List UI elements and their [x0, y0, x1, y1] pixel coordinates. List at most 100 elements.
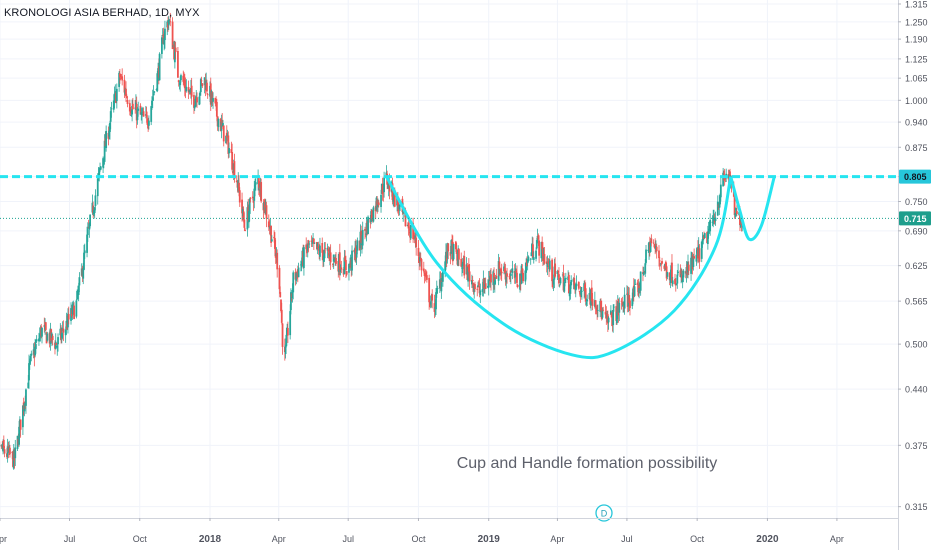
candle-body — [474, 284, 476, 289]
candle-body — [437, 288, 439, 289]
candle-body — [228, 148, 230, 153]
price-tick-label: 1.250 — [905, 17, 928, 27]
candle-body — [447, 243, 449, 251]
candle-body — [79, 277, 81, 285]
candle-body — [132, 104, 134, 109]
price-tick-label: 1.190 — [905, 35, 928, 45]
event-marker-label: D — [601, 509, 608, 519]
candle-body — [565, 278, 567, 279]
candle-body — [570, 280, 572, 285]
candle-body — [298, 268, 300, 278]
time-tick-label: Oct — [133, 534, 148, 544]
badge-label: 0.715 — [904, 214, 927, 224]
candle-body — [533, 257, 535, 260]
candle-body — [672, 280, 674, 284]
candle-body — [4, 449, 6, 453]
candle-body — [287, 328, 289, 335]
price-tick-label: 0.750 — [905, 197, 928, 207]
candle-body — [255, 182, 257, 184]
candle-body — [346, 271, 348, 275]
candle-body — [613, 307, 615, 308]
candle-body — [243, 220, 245, 228]
candle-body — [41, 328, 43, 337]
candle-body — [578, 282, 580, 289]
candle-body — [191, 86, 193, 97]
time-tick-label: Oct — [411, 534, 426, 544]
candle-body — [602, 310, 604, 311]
candle-body — [661, 261, 663, 264]
candle-body — [196, 97, 198, 102]
grid-lines — [0, 0, 898, 518]
resistance-price-badge: 0.805 — [899, 170, 931, 184]
candle-body — [704, 233, 706, 238]
candle-body — [148, 121, 150, 126]
price-tick-label: 1.125 — [905, 54, 928, 64]
candle-body — [677, 272, 679, 273]
candle-body — [666, 272, 668, 277]
candle-body — [45, 322, 47, 330]
candle-body — [544, 254, 546, 264]
candle-body — [62, 329, 64, 333]
badge-label: 0.805 — [904, 172, 927, 182]
candle-body — [362, 230, 364, 246]
candle-body — [345, 260, 347, 270]
candle-body — [428, 278, 430, 302]
candle-body — [68, 314, 70, 319]
symbol-title: KRONOLOGI ASIA BERHAD, 1D, MYX — [4, 7, 200, 19]
candle-body — [223, 126, 225, 142]
time-tick-label: 2019 — [478, 534, 501, 545]
candle-body — [282, 324, 284, 347]
time-tick-label: Apr — [830, 534, 844, 544]
candle-body — [75, 300, 77, 316]
candle-body — [127, 100, 129, 104]
candle-body — [453, 244, 455, 259]
candle-body — [281, 310, 283, 323]
annotation-text: Cup and Handle formation possibility — [457, 455, 718, 472]
candle-body — [592, 299, 594, 306]
time-tick-label: Jul — [64, 534, 76, 544]
candle-body — [175, 48, 177, 52]
candle-body — [573, 278, 575, 285]
price-tick-label: 1.000 — [905, 96, 928, 106]
candle-body — [159, 54, 161, 80]
candle-body — [624, 295, 626, 309]
candle-body — [676, 275, 678, 284]
candle-body — [266, 205, 268, 218]
candle-body — [634, 286, 636, 296]
candle-body — [511, 268, 513, 272]
price-tick-label: 0.875 — [905, 143, 928, 153]
candle-body — [431, 294, 433, 300]
candle-body — [549, 261, 551, 270]
candle-body — [356, 240, 358, 250]
candle-body — [14, 447, 16, 458]
candle-body — [217, 119, 219, 127]
candle-body — [581, 291, 583, 292]
candle-body — [95, 195, 97, 205]
price-tick-label: 0.625 — [905, 261, 928, 271]
candle-body — [314, 243, 316, 244]
candle-body — [463, 256, 465, 275]
candle-body — [57, 337, 59, 344]
candle-body — [52, 336, 54, 340]
candle-body — [576, 284, 578, 286]
time-tick-label: 2018 — [199, 534, 222, 545]
candle-body — [516, 273, 518, 283]
candle-body — [9, 448, 11, 455]
candle-body — [608, 318, 610, 323]
candle-body — [201, 83, 203, 86]
candle-body — [618, 303, 620, 313]
candle-body — [490, 274, 492, 282]
candle-body — [330, 252, 332, 262]
candle-body — [46, 334, 48, 341]
candle-body — [699, 248, 701, 262]
candle-body — [143, 111, 145, 116]
candle-body — [239, 190, 241, 202]
candle-body — [469, 271, 471, 281]
candle-body — [84, 250, 86, 253]
candle-body — [373, 207, 375, 221]
time-tick-label: 2020 — [756, 534, 779, 545]
candle-body — [271, 239, 273, 241]
candle-body — [656, 247, 658, 251]
